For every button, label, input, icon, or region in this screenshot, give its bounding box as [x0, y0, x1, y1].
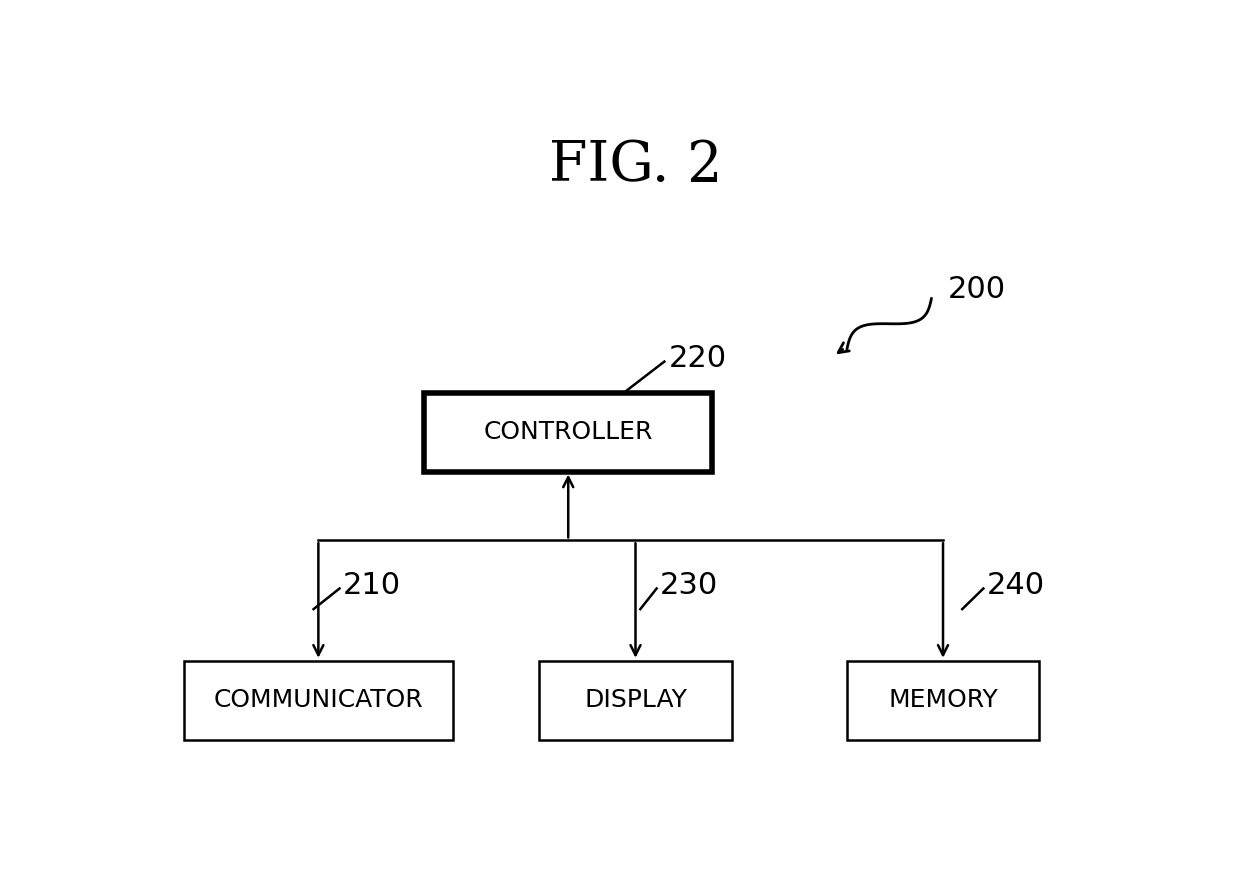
Text: FIG. 2: FIG. 2 [549, 138, 722, 193]
Text: 230: 230 [660, 571, 718, 599]
Text: COMMUNICATOR: COMMUNICATOR [213, 689, 423, 713]
Bar [847, 661, 1039, 739]
Bar [539, 661, 732, 739]
Text: 220: 220 [670, 344, 727, 372]
Bar [184, 661, 453, 739]
Text: 240: 240 [986, 571, 1044, 599]
Text: 200: 200 [947, 275, 1006, 304]
Bar [424, 393, 713, 472]
Text: DISPLAY: DISPLAY [584, 689, 687, 713]
Text: 210: 210 [342, 571, 401, 599]
Text: CONTROLLER: CONTROLLER [484, 420, 653, 444]
Text: MEMORY: MEMORY [888, 689, 998, 713]
